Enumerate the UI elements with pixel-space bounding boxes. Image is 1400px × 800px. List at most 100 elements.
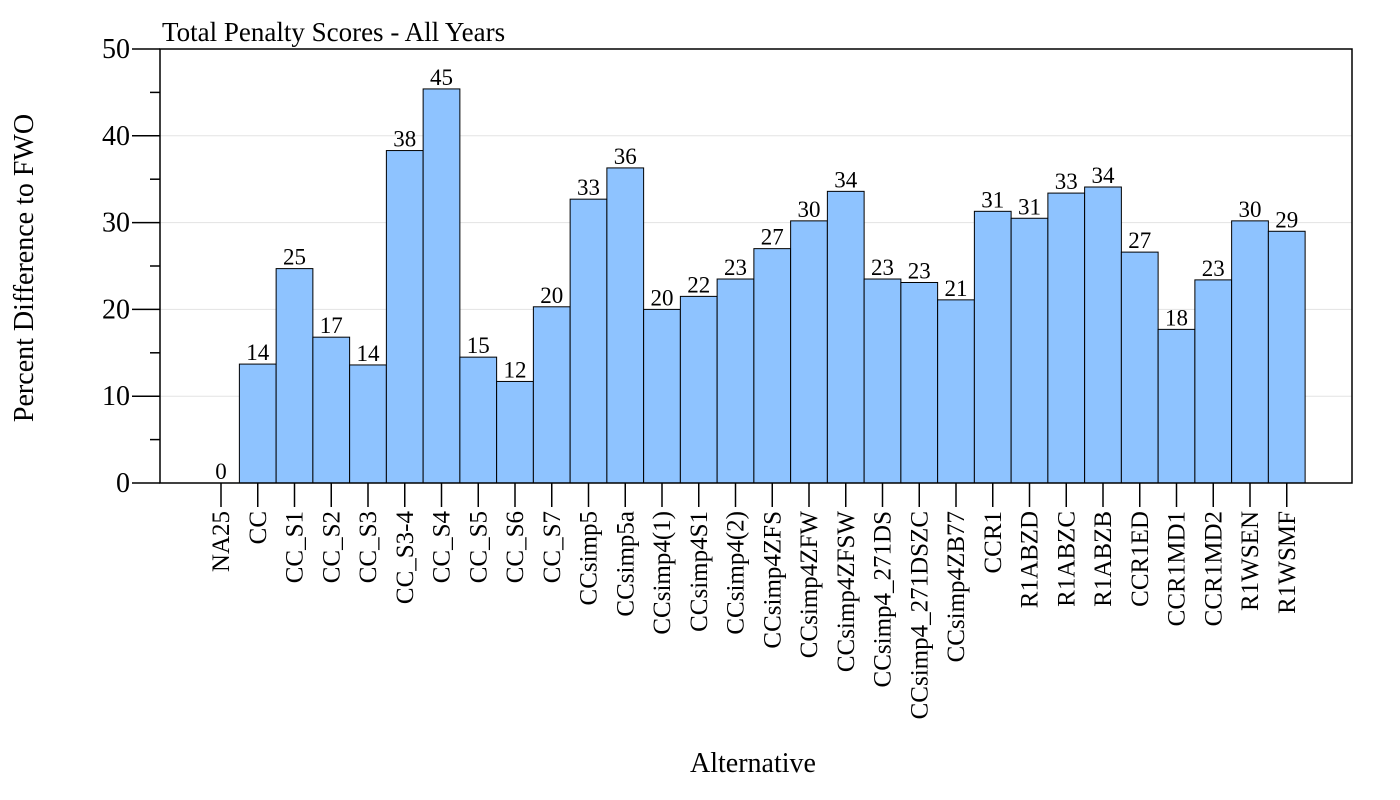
x-tick-label: R1ABZC (1053, 511, 1080, 607)
x-tick-label: CC_S6 (502, 511, 529, 583)
bar (1194, 279, 1233, 484)
bar (312, 336, 351, 484)
bar-value-label: 17 (320, 313, 343, 338)
bar (1157, 328, 1196, 484)
bar (716, 278, 755, 484)
x-axis-title: Alternative (690, 748, 816, 779)
y-axis-title: Percent Difference to FWO (9, 114, 40, 422)
y-tick-label: 10 (102, 381, 130, 412)
x-tick-label: CC_S5 (465, 511, 492, 583)
bar-value-label: 23 (871, 255, 894, 280)
bar-value-label: 20 (651, 285, 674, 310)
bar (679, 295, 718, 484)
bar-value-label: 27 (1128, 228, 1151, 253)
x-tick-label: CCR1MD1 (1164, 511, 1191, 626)
y-tick-label: 0 (116, 468, 130, 499)
bar (385, 150, 424, 484)
bar-value-label: 18 (1165, 305, 1188, 330)
bar (900, 281, 939, 484)
y-tick-label: 30 (102, 208, 130, 239)
x-tick-label: CCsimp4(1) (649, 511, 676, 635)
bar (1084, 186, 1122, 484)
x-tick-label: CCsimp4ZFW (796, 511, 823, 659)
bar (496, 380, 534, 484)
bar (349, 364, 387, 484)
x-tick-label: R1ABZB (1090, 511, 1117, 607)
bar (459, 356, 498, 484)
bar (790, 220, 828, 484)
x-tick-label: CCsimp4ZFSW (833, 511, 860, 673)
bar (863, 278, 902, 484)
bar (422, 88, 461, 484)
x-tick-label: R1WSEN (1237, 511, 1264, 611)
bar-value-label: 21 (945, 276, 968, 301)
bar-value-label: 31 (981, 187, 1004, 212)
bar (1120, 251, 1159, 484)
bar (532, 306, 571, 484)
bar (238, 363, 277, 484)
x-tick-label: CCsimp4S1 (686, 511, 713, 632)
x-tick-label: CCR1ED (1127, 511, 1154, 607)
bar (1047, 192, 1086, 484)
bar-value-label: 0 (215, 459, 227, 484)
bar (275, 268, 314, 484)
x-tick-label: NA25 (208, 511, 235, 572)
bar-value-label: 30 (798, 197, 821, 222)
bar-value-label: 30 (1239, 197, 1262, 222)
x-tick-label: CCsimp4_271DS (870, 511, 897, 687)
bar (973, 210, 1012, 484)
bar (643, 308, 681, 484)
bar (1267, 230, 1306, 484)
y-tick-label: 20 (102, 294, 130, 325)
x-tick-label: CC_S1 (282, 511, 309, 583)
x-tick-label: CCR1MD2 (1200, 511, 1227, 626)
bar-value-label: 34 (834, 167, 858, 192)
bar-value-label: 29 (1275, 207, 1298, 232)
bar-value-label: 36 (614, 144, 637, 169)
x-tick-label: CCsimp5 (576, 511, 603, 605)
bar-value-labels: 0 14 25 17 14 38 45 15 12 20 33 36 20 22 23 27 30 34 23 23 2… (215, 65, 1298, 484)
bar-value-label: 33 (577, 175, 600, 200)
x-tick-label: CC_S3 (355, 511, 382, 583)
bar-value-label: 14 (246, 340, 270, 365)
bar (569, 198, 608, 484)
x-tick-label: CC_S2 (318, 511, 345, 583)
x-tick-label: CCR1 (980, 511, 1007, 574)
bar-value-label: 23 (1202, 256, 1225, 281)
x-tick-label: CCsimp4(2) (723, 511, 750, 635)
x-tick-label: CC_S4 (429, 511, 456, 584)
bar (1231, 220, 1269, 484)
y-tick-label: 40 (102, 121, 130, 152)
bar-value-label: 34 (1092, 163, 1116, 188)
x-tick-label: CC (245, 511, 272, 544)
bar (826, 190, 865, 484)
y-tick-label: 50 (102, 34, 130, 65)
x-tick-label: CCsimp5a (612, 511, 639, 617)
bars (238, 88, 1306, 484)
x-tick-label: R1WSMF (1274, 511, 1301, 614)
bar-value-label: 23 (724, 255, 747, 280)
bar-value-label: 22 (687, 272, 710, 297)
bar-value-label: 25 (283, 245, 306, 270)
bar-value-label: 20 (540, 283, 563, 308)
x-tick-label: CC_S3-4 (392, 511, 419, 605)
bar-value-label: 12 (504, 357, 527, 382)
bar-value-label: 27 (761, 225, 784, 250)
x-tick-label: CCsimp4ZFS (759, 511, 786, 649)
bar-value-label: 14 (357, 341, 381, 366)
bar-value-label: 45 (430, 65, 453, 90)
bar-value-label: 15 (467, 333, 490, 358)
bar-value-label: 31 (1018, 194, 1041, 219)
bar (606, 167, 645, 484)
bar-value-label: 33 (1055, 169, 1078, 194)
x-tick-label: R1ABZD (1017, 511, 1044, 608)
x-axis: NA25 CC CC_S1 CC_S2 CC_S3 CC_S3-4 CC_S4 CC_S5 CC… (208, 483, 1301, 719)
bar-value-label: 23 (908, 258, 931, 283)
x-tick-label: CC_S7 (539, 511, 566, 583)
bar (937, 299, 975, 484)
bar (1010, 217, 1049, 484)
bar (753, 248, 792, 484)
x-tick-label: CCsimp4_271DSZC (906, 511, 933, 719)
chart-title: Total Penalty Scores - All Years (162, 17, 505, 47)
